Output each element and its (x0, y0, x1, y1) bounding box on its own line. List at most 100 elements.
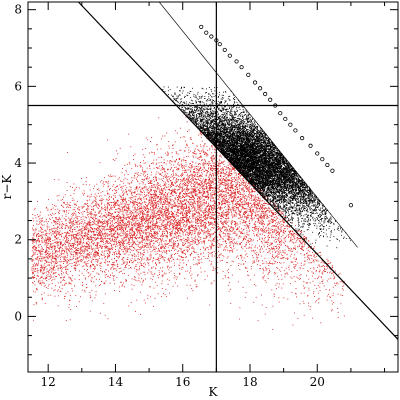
red-point (304, 257, 305, 258)
red-point (224, 182, 225, 183)
red-point (229, 250, 230, 251)
red-point (46, 280, 47, 281)
red-point (214, 251, 215, 252)
red-point (316, 288, 317, 289)
red-point (211, 263, 212, 264)
red-point (162, 234, 163, 235)
red-point (289, 269, 290, 270)
red-point (174, 273, 175, 274)
red-point (257, 264, 258, 265)
red-point (42, 254, 43, 255)
red-point (143, 263, 144, 264)
red-point (93, 253, 94, 254)
red-point (64, 237, 65, 238)
red-point (241, 258, 242, 259)
red-point (119, 217, 120, 218)
red-point (192, 226, 193, 227)
red-point (177, 164, 178, 165)
red-point (168, 229, 169, 230)
red-point (66, 223, 67, 224)
red-point (273, 260, 274, 261)
red-point (162, 172, 163, 173)
red-point (204, 215, 205, 216)
red-point (326, 269, 327, 270)
red-point (166, 224, 167, 225)
red-point (155, 234, 156, 235)
red-point (123, 242, 124, 243)
red-point (189, 177, 190, 178)
red-point (105, 221, 106, 222)
red-point (94, 276, 95, 277)
red-point (327, 280, 328, 281)
red-point (153, 160, 154, 161)
red-point (131, 250, 132, 251)
red-point (245, 261, 246, 262)
red-point (148, 188, 149, 189)
red-point (59, 261, 60, 262)
red-point (50, 232, 51, 233)
red-point (229, 195, 230, 196)
red-point (319, 276, 320, 277)
red-point (232, 231, 233, 232)
red-point (238, 208, 239, 209)
red-point (88, 230, 89, 231)
red-point (181, 236, 182, 237)
red-point (148, 246, 149, 247)
red-point (173, 229, 174, 230)
red-point (310, 262, 311, 263)
red-point (198, 211, 199, 212)
red-point (121, 224, 122, 225)
red-point (70, 257, 71, 258)
red-point (180, 230, 181, 231)
red-point (315, 278, 316, 279)
red-point (151, 257, 152, 258)
red-point (151, 255, 152, 256)
red-point (228, 179, 229, 180)
red-point (327, 296, 328, 297)
red-point (200, 215, 201, 216)
red-point (210, 240, 211, 241)
red-point (239, 184, 240, 185)
red-point (283, 297, 284, 298)
red-point (175, 214, 176, 215)
red-point (91, 196, 92, 197)
red-point (145, 172, 146, 173)
red-point (197, 206, 198, 207)
red-point (278, 287, 279, 288)
red-point (123, 245, 124, 246)
red-point (33, 220, 34, 221)
red-point (197, 166, 198, 167)
red-point (300, 268, 301, 269)
red-point (174, 278, 175, 279)
red-point (251, 247, 252, 248)
red-point (176, 167, 177, 168)
red-point (197, 184, 198, 185)
red-point (297, 238, 298, 239)
red-point (189, 234, 190, 235)
red-point (191, 244, 192, 245)
red-point (229, 242, 230, 243)
red-point (300, 303, 301, 304)
red-point (192, 211, 193, 212)
red-point (259, 251, 260, 252)
red-point (36, 250, 37, 251)
red-point (199, 151, 200, 152)
red-point (201, 226, 202, 227)
red-point (183, 190, 184, 191)
red-point (208, 254, 209, 255)
red-point (165, 184, 166, 185)
red-point (140, 252, 141, 253)
red-point (86, 258, 87, 259)
red-point (186, 239, 187, 240)
red-point (245, 185, 246, 186)
red-point (141, 204, 142, 205)
red-point (279, 233, 280, 234)
red-point (131, 224, 132, 225)
red-point (175, 243, 176, 244)
red-point (101, 236, 102, 237)
red-point (281, 212, 282, 213)
red-point (294, 233, 295, 234)
red-point (33, 235, 34, 236)
red-point (176, 195, 177, 196)
red-point (112, 262, 113, 263)
